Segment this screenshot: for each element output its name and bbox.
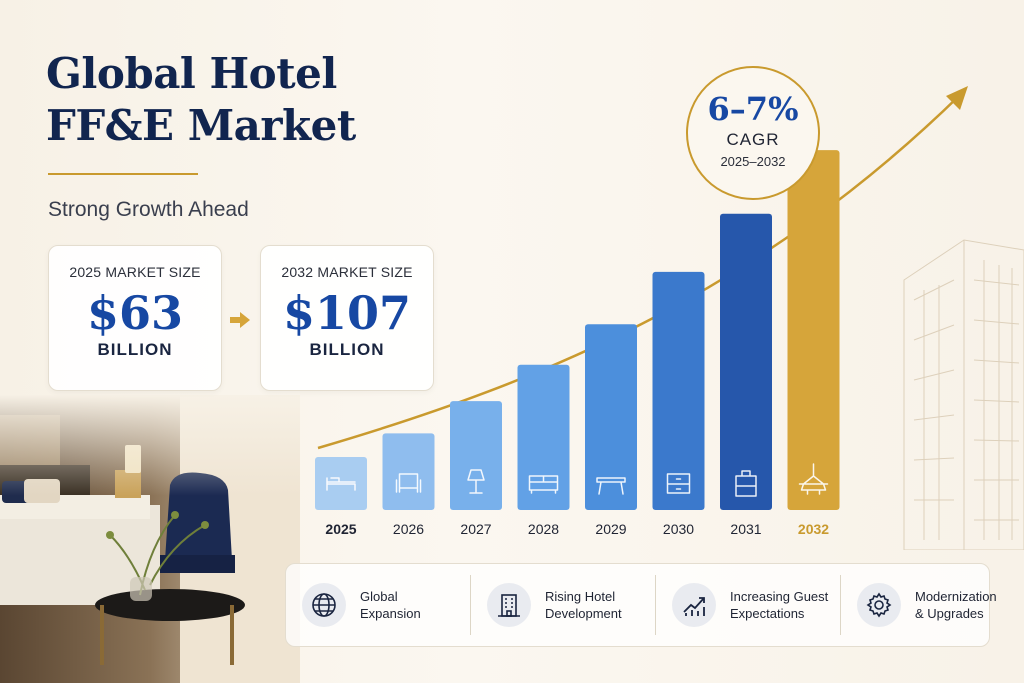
title-line-1: Global Hotel xyxy=(46,49,337,98)
x-tick-label: 2029 xyxy=(595,521,626,537)
chandelier-icon xyxy=(798,463,829,495)
driver-line-1: Global xyxy=(360,589,398,604)
card-unit: BILLION xyxy=(309,340,385,359)
driver-global-expansion: Global Expansion xyxy=(286,575,471,635)
bar-2031 xyxy=(720,213,772,510)
x-tick-label: 2025 xyxy=(325,521,356,537)
trend-arrowhead xyxy=(946,86,968,110)
cagr-badge: 6–7% CAGR 2025–2032 xyxy=(686,66,820,200)
driver-guest-expectations: Increasing Guest Expectations xyxy=(656,575,841,635)
driver-modernization: Modernization & Upgrades xyxy=(841,575,1024,635)
cagr-label: CAGR xyxy=(726,130,780,149)
building-sketch xyxy=(903,239,1024,550)
market-growth-chart: 2025 2026 2027 2028 2029 2030 2031 2032 xyxy=(315,86,968,537)
bar-2030 xyxy=(652,271,705,510)
driver-line-2: Expansion xyxy=(360,606,421,621)
title-divider xyxy=(48,173,198,175)
driver-line-1: Rising Hotel xyxy=(545,589,616,604)
driver-line-1: Modernization xyxy=(915,589,997,604)
nightstand-icon xyxy=(666,473,691,494)
lamp-icon xyxy=(467,469,485,494)
x-tick-label: 2028 xyxy=(528,521,559,537)
bar-2032 xyxy=(787,150,840,510)
page-title: Global Hotel FF&E Market xyxy=(46,48,466,152)
x-tick-label: 2031 xyxy=(730,521,761,537)
driver-line-1: Increasing Guest xyxy=(730,589,829,604)
card-label: 2032 MARKET SIZE xyxy=(281,264,413,280)
x-tick-label: 2032 xyxy=(798,521,829,537)
gear-icon xyxy=(857,583,901,627)
driver-hotel-development: Rising Hotel Development xyxy=(471,575,656,635)
building-icon xyxy=(487,583,531,627)
globe-icon xyxy=(302,583,346,627)
bar-2028 xyxy=(517,364,570,510)
hotel-room-illustration xyxy=(0,395,300,683)
sofa-icon xyxy=(528,475,559,494)
cagr-years: 2025–2032 xyxy=(720,154,786,169)
arrow-right-icon xyxy=(230,312,250,328)
driver-line-2: Development xyxy=(545,606,622,621)
table-icon xyxy=(596,477,626,495)
x-tick-label: 2030 xyxy=(663,521,694,537)
armchair-icon xyxy=(395,473,422,493)
card-value: $63 xyxy=(86,286,184,340)
bar-2029 xyxy=(585,324,637,510)
growth-chart-icon xyxy=(672,583,716,627)
title-line-2: FF&E Market xyxy=(46,101,356,150)
x-tick-label: 2026 xyxy=(393,521,424,537)
cagr-value: 6–7% xyxy=(707,90,799,128)
bar-2026 xyxy=(382,433,435,510)
card-label: 2025 MARKET SIZE xyxy=(69,264,201,280)
trend-curve xyxy=(317,94,961,450)
driver-line-2: Expectations xyxy=(730,606,805,621)
subtitle: Strong Growth Ahead xyxy=(48,198,249,221)
market-size-card-2032: 2032 MARKET SIZE $107 BILLION xyxy=(260,245,434,391)
card-unit: BILLION xyxy=(97,340,173,359)
bar-2027 xyxy=(450,401,502,510)
market-size-card-2025: 2025 MARKET SIZE $63 BILLION xyxy=(48,245,222,391)
luggage-icon xyxy=(735,470,757,497)
growth-drivers-panel: Global Expansion Rising Hotel Development … xyxy=(285,563,997,647)
card-value: $107 xyxy=(282,286,412,340)
bed-icon xyxy=(326,477,356,491)
driver-line-2: & Upgrades xyxy=(915,606,984,621)
x-tick-label: 2027 xyxy=(460,521,491,537)
